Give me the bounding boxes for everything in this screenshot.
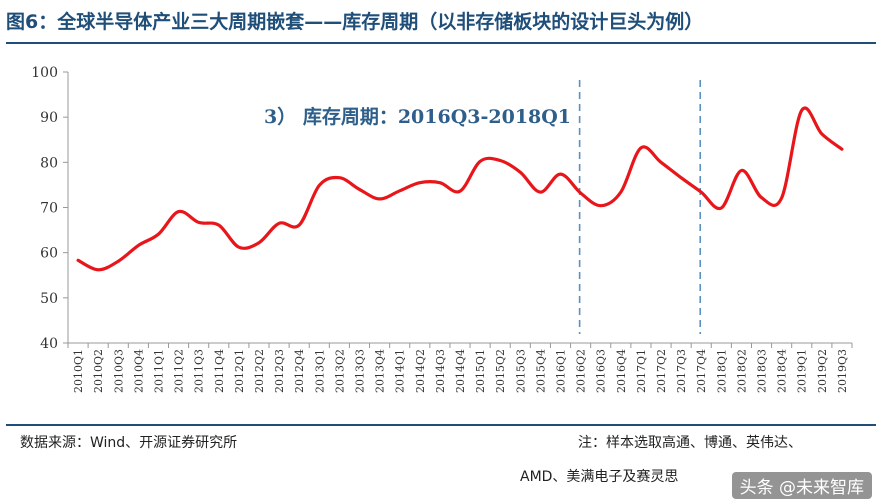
x-tick-label: 2018Q3 <box>756 349 769 393</box>
x-tick-label: 2012Q2 <box>253 349 266 393</box>
x-tick-label: 2015Q4 <box>534 349 547 393</box>
x-tick-label: 2017Q4 <box>695 349 708 393</box>
x-tick-label: 2012Q1 <box>233 349 246 393</box>
x-tick-label: 2017Q3 <box>675 349 688 393</box>
x-tick-label: 2015Q3 <box>514 349 527 393</box>
series-line <box>76 106 844 272</box>
footer-divider <box>6 424 876 426</box>
figure-title: 图6：全球半导体产业三大周期嵌套——库存周期（以非存储板块的设计巨头为例） <box>6 11 704 33</box>
title-divider <box>6 42 876 44</box>
x-tick-label: 2013Q2 <box>333 349 346 393</box>
x-tick-label: 2013Q3 <box>353 349 366 393</box>
y-tick-label: 70 <box>40 201 58 217</box>
x-tick-label: 2013Q1 <box>313 349 326 393</box>
x-tick-label: 2016Q3 <box>595 349 608 393</box>
x-tick-label: 2010Q1 <box>72 349 85 393</box>
y-tick-label: 90 <box>40 110 58 126</box>
x-tick-label: 2010Q4 <box>132 349 145 393</box>
x-tick-label: 2016Q4 <box>615 349 628 393</box>
x-tick-label: 2017Q2 <box>655 349 668 393</box>
x-tick-label: 2010Q2 <box>92 349 105 393</box>
y-tick-label: 100 <box>31 65 58 81</box>
x-tick-label: 2015Q1 <box>474 349 487 393</box>
x-tick-label: 2012Q4 <box>293 349 306 393</box>
x-tick-label: 2016Q2 <box>575 349 588 393</box>
x-tick-label: 2011Q4 <box>213 349 226 393</box>
y-tick-label: 40 <box>40 336 58 352</box>
y-tick-label: 60 <box>40 246 58 262</box>
y-tick-label: 50 <box>40 291 58 307</box>
inventory-cycle-line-chart: 40 50 60 70 80 90 100 2010Q1 2010Q2 2010Q3 2010Q4 2… <box>31 65 853 393</box>
x-tick-label: 2014Q3 <box>434 349 447 393</box>
x-tick-label: 2014Q4 <box>454 349 467 393</box>
sample-note-line1: 注：样本选取高通、博通、英伟达、 <box>578 435 802 451</box>
x-tick-label: 2019Q1 <box>796 349 809 393</box>
x-tick-label: 2010Q3 <box>112 349 125 393</box>
y-tick-label: 80 <box>40 155 58 171</box>
x-tick-label: 2011Q1 <box>152 349 165 393</box>
x-tick-label: 2011Q2 <box>173 349 186 393</box>
watermark: 头条 @未来智库 <box>731 472 872 499</box>
x-tick-label: 2011Q3 <box>193 349 206 393</box>
sample-note-line2: AMD、美满电子及赛灵思 <box>520 469 679 485</box>
x-tick-label: 2017Q1 <box>635 349 648 393</box>
x-tick-label: 2018Q2 <box>735 349 748 393</box>
x-tick-label: 2013Q4 <box>374 349 387 393</box>
x-tick-label: 2019Q3 <box>836 349 849 393</box>
x-tick-label: 2019Q2 <box>816 349 829 393</box>
source-note: 数据来源：Wind、开源证券研究所 <box>20 435 238 451</box>
x-tick-label: 2018Q4 <box>776 349 789 393</box>
x-tick-label: 2012Q3 <box>273 349 286 393</box>
cycle-annotation: 3） 库存周期：2016Q3-2018Q1 <box>264 105 571 128</box>
x-tick-label: 2015Q2 <box>494 349 507 393</box>
x-tick-label: 2018Q1 <box>715 349 728 393</box>
x-tick-label: 2014Q2 <box>414 349 427 393</box>
x-tick-label: 2014Q1 <box>394 349 407 393</box>
x-tick-label: 2016Q1 <box>555 349 568 393</box>
